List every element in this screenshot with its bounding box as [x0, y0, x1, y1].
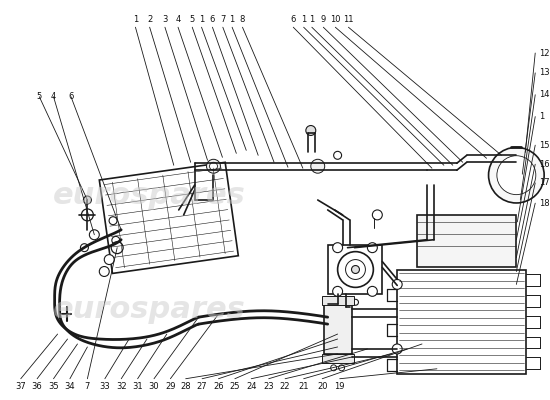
Circle shape	[367, 243, 377, 253]
Bar	[100, 162, 238, 274]
Text: 31: 31	[133, 382, 143, 391]
Circle shape	[497, 156, 536, 195]
Circle shape	[104, 255, 114, 264]
Text: 1: 1	[229, 15, 235, 24]
Circle shape	[311, 159, 324, 173]
Text: 25: 25	[229, 382, 240, 391]
Text: 6: 6	[290, 15, 296, 24]
Text: 29: 29	[165, 382, 175, 391]
Text: 17: 17	[539, 178, 550, 188]
Text: 1: 1	[301, 15, 306, 24]
Text: 6: 6	[210, 15, 215, 24]
Circle shape	[367, 286, 377, 296]
Text: 1: 1	[199, 15, 204, 24]
Text: 5: 5	[37, 92, 42, 101]
Circle shape	[331, 365, 337, 371]
Circle shape	[339, 365, 344, 371]
Text: 33: 33	[100, 382, 110, 391]
Text: 2: 2	[147, 15, 152, 24]
Text: 1: 1	[133, 15, 138, 24]
Text: 4: 4	[175, 15, 180, 24]
Circle shape	[351, 266, 360, 274]
Circle shape	[80, 244, 89, 252]
Text: 28: 28	[180, 382, 191, 391]
Text: 1: 1	[539, 112, 544, 121]
Bar	[417, 215, 516, 266]
Text: 19: 19	[334, 382, 345, 391]
Text: 37: 37	[15, 382, 26, 391]
Text: 4: 4	[51, 92, 56, 101]
Text: 6: 6	[68, 92, 74, 101]
Text: 10: 10	[330, 15, 340, 24]
Text: 23: 23	[263, 382, 274, 391]
Text: 36: 36	[32, 382, 42, 391]
Text: 22: 22	[280, 382, 290, 391]
Text: 3: 3	[162, 15, 168, 24]
Circle shape	[81, 209, 94, 221]
Circle shape	[111, 242, 123, 254]
Bar	[322, 296, 354, 305]
Circle shape	[89, 230, 100, 240]
Circle shape	[334, 151, 342, 159]
Bar	[397, 270, 526, 374]
Circle shape	[112, 236, 120, 244]
Text: 26: 26	[213, 382, 224, 391]
Text: eurospares: eurospares	[53, 180, 245, 210]
Text: 16: 16	[539, 160, 550, 169]
Text: eurospares: eurospares	[53, 295, 245, 324]
Circle shape	[210, 162, 217, 170]
Text: 20: 20	[317, 382, 327, 391]
Text: 7: 7	[220, 15, 225, 24]
Text: 18: 18	[539, 199, 550, 208]
Circle shape	[338, 252, 373, 287]
Text: 11: 11	[343, 15, 354, 24]
Text: 1: 1	[309, 15, 315, 24]
Text: 24: 24	[246, 382, 256, 391]
Circle shape	[488, 147, 544, 203]
Bar	[322, 354, 354, 363]
Text: 21: 21	[299, 382, 309, 391]
Circle shape	[306, 126, 316, 136]
Circle shape	[109, 217, 117, 225]
Text: 15: 15	[539, 141, 549, 150]
Text: 14: 14	[539, 90, 549, 99]
Circle shape	[392, 280, 402, 289]
Text: 32: 32	[116, 382, 126, 391]
Text: 9: 9	[321, 15, 326, 24]
Text: 8: 8	[240, 15, 245, 24]
Circle shape	[345, 260, 365, 280]
Text: 27: 27	[197, 382, 207, 391]
Text: 13: 13	[539, 68, 550, 77]
Text: 5: 5	[190, 15, 195, 24]
Text: 30: 30	[148, 382, 159, 391]
Circle shape	[84, 196, 91, 204]
Text: 12: 12	[539, 48, 549, 58]
Circle shape	[353, 299, 359, 305]
Text: 34: 34	[64, 382, 75, 391]
Circle shape	[207, 159, 221, 173]
Circle shape	[372, 210, 382, 220]
Text: 35: 35	[48, 382, 59, 391]
Text: 7: 7	[85, 382, 90, 391]
Circle shape	[100, 266, 109, 276]
Circle shape	[333, 243, 343, 253]
Circle shape	[333, 286, 343, 296]
Bar	[328, 245, 382, 294]
Bar	[324, 304, 351, 354]
Circle shape	[392, 344, 402, 354]
